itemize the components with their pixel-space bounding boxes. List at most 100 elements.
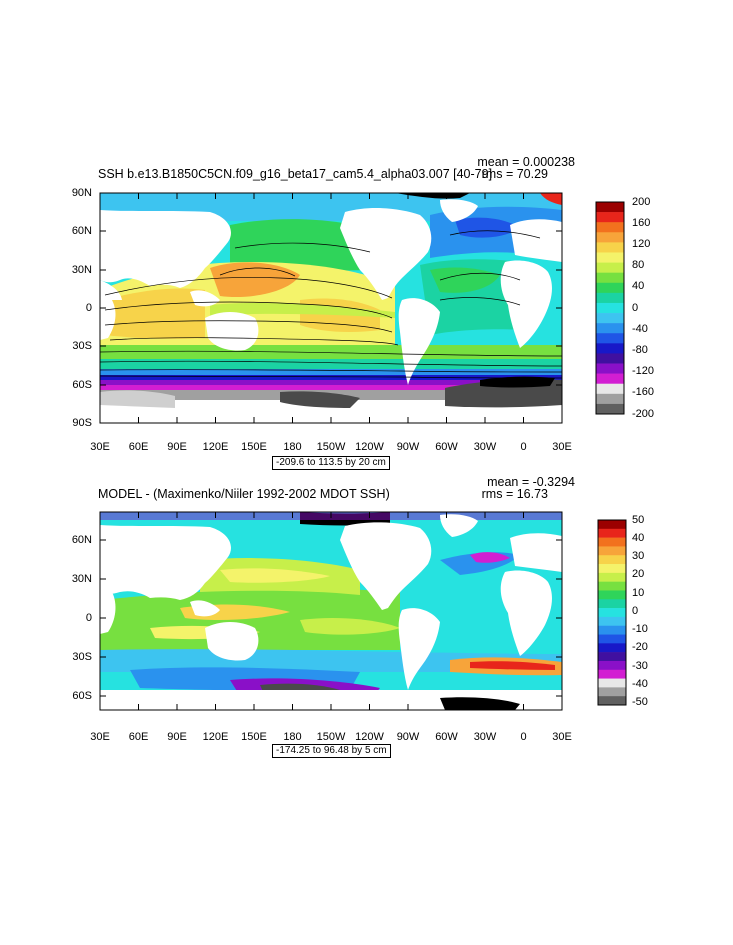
ssh-field bbox=[100, 193, 562, 423]
panel-2-rms: rms = 16.73 bbox=[481, 487, 548, 501]
colorbar-2-label: 0 bbox=[632, 605, 639, 617]
lon-tick: 60E bbox=[128, 441, 149, 453]
colorbar-1-label: 0 bbox=[632, 302, 639, 314]
colorbar-swatch bbox=[596, 292, 624, 304]
colorbar-swatch bbox=[598, 660, 626, 671]
colorbar-swatch bbox=[598, 590, 626, 600]
colorbar-swatch bbox=[596, 373, 624, 385]
lon-tick: 120W bbox=[355, 441, 384, 453]
lon-tick: 120W bbox=[355, 731, 384, 743]
colorbar-frame bbox=[595, 201, 625, 415]
colorbar-2-label: 10 bbox=[632, 587, 645, 599]
lat-tick: 90N bbox=[71, 187, 92, 199]
colorbar-swatch bbox=[596, 403, 624, 415]
lon-tick: 90E bbox=[167, 731, 187, 743]
colorbar-1-label: -120 bbox=[632, 365, 655, 377]
lon-tick: 180 bbox=[283, 441, 302, 453]
lon-tick: 60E bbox=[128, 731, 149, 743]
lon-tick: 90W bbox=[396, 731, 420, 743]
lat-tick: 60S bbox=[72, 690, 92, 702]
colorbar-2 bbox=[597, 519, 627, 706]
panel-1-contour-range: -209.6 to 113.5 by 20 cm bbox=[272, 456, 390, 470]
colorbar-2-label: -10 bbox=[632, 623, 648, 635]
lon-tick: 120E bbox=[202, 731, 229, 743]
lat-tick: 60N bbox=[71, 225, 92, 237]
colorbar-swatch bbox=[596, 363, 624, 374]
colorbar-swatch bbox=[596, 323, 624, 334]
colorbar-swatch bbox=[598, 625, 626, 635]
colorbar-swatch bbox=[596, 202, 624, 213]
panel-1-title: SSH b.e13.B1850C5CN.f09_g16_beta17_cam5.… bbox=[98, 167, 493, 181]
colorbar-swatch bbox=[596, 353, 624, 364]
colorbar-1 bbox=[595, 201, 625, 415]
colorbar-1-label: 160 bbox=[632, 217, 651, 229]
colorbar-2-label: -50 bbox=[632, 696, 648, 708]
colorbar-swatch bbox=[596, 393, 624, 405]
colorbar-swatch bbox=[598, 616, 626, 627]
colorbar-2-label: -40 bbox=[632, 678, 648, 690]
colorbar-1-label: -40 bbox=[632, 323, 648, 335]
lon-tick: 30W bbox=[473, 731, 497, 743]
lon-tick: 150W bbox=[316, 441, 346, 453]
colorbar-1-label: -80 bbox=[632, 344, 648, 356]
colorbar-2-label: 20 bbox=[632, 568, 645, 580]
lon-tick: 30E bbox=[552, 731, 572, 743]
colorbar-swatch bbox=[598, 687, 626, 697]
colorbar-swatch bbox=[596, 222, 624, 233]
lat-tick: 90S bbox=[72, 417, 92, 429]
lon-tick: 30E bbox=[552, 441, 572, 453]
lon-tick: 60W bbox=[435, 731, 458, 743]
lat-tick: 30S bbox=[72, 340, 92, 352]
colorbar-swatch bbox=[596, 252, 624, 263]
lat-tick: 0 bbox=[85, 612, 92, 624]
colorbar-swatch bbox=[596, 212, 624, 223]
colorbar-frame bbox=[597, 519, 627, 706]
lon-tick: 150W bbox=[316, 731, 346, 743]
panel-1-mean: mean = 0.000238 bbox=[477, 155, 575, 169]
colorbar-2-label: -20 bbox=[632, 641, 648, 653]
colorbar-1-label: 40 bbox=[632, 280, 645, 292]
colorbar-swatch bbox=[596, 383, 624, 395]
colorbar-2-label: -30 bbox=[632, 660, 648, 672]
colorbar-swatch bbox=[598, 546, 626, 556]
lon-tick: 0 bbox=[520, 731, 527, 743]
lon-tick: 60W bbox=[435, 441, 458, 453]
colorbar-1-label: 200 bbox=[632, 196, 651, 208]
colorbar-swatch bbox=[598, 634, 626, 644]
colorbar-swatch bbox=[598, 555, 626, 565]
colorbar-swatch bbox=[598, 643, 626, 653]
colorbar-swatch bbox=[596, 333, 624, 344]
colorbar-swatch bbox=[596, 282, 624, 294]
lon-tick: 150E bbox=[241, 731, 267, 743]
lat-tick: 30N bbox=[71, 264, 92, 276]
panel-2-contour-range: -174.25 to 96.48 by 5 cm bbox=[272, 744, 391, 758]
lat-tick: 60N bbox=[71, 534, 92, 546]
lon-tick: 90W bbox=[396, 441, 420, 453]
colorbar-swatch bbox=[596, 272, 624, 284]
colorbar-swatch bbox=[598, 608, 626, 618]
lon-tick: 30E bbox=[90, 441, 110, 453]
colorbar-swatch bbox=[598, 652, 626, 662]
colorbar-swatch bbox=[596, 302, 624, 314]
colorbar-1-label: -160 bbox=[632, 386, 655, 398]
panel-2-title: MODEL - (Maximenko/Niiler 1992-2002 MDOT… bbox=[98, 487, 390, 501]
colorbar-2-label: 30 bbox=[632, 550, 645, 562]
colorbar-swatch bbox=[596, 313, 624, 324]
lon-tick: 30E bbox=[90, 731, 110, 743]
colorbar-1-label: 80 bbox=[632, 259, 645, 271]
lon-tick: 30W bbox=[473, 441, 497, 453]
colorbar-swatch bbox=[598, 678, 626, 688]
colorbar-1-label: -200 bbox=[632, 408, 655, 420]
lon-tick: 90E bbox=[167, 441, 187, 453]
lon-tick: 0 bbox=[520, 441, 527, 453]
colorbar-swatch bbox=[598, 669, 626, 679]
colorbar-swatch bbox=[598, 696, 626, 706]
colorbar-swatch bbox=[598, 572, 626, 582]
colorbar-1-label: 120 bbox=[632, 238, 651, 250]
lat-tick: 30S bbox=[72, 651, 92, 663]
colorbar-swatch bbox=[598, 537, 626, 547]
lat-tick: 60S bbox=[72, 379, 92, 391]
panel-2-mean: mean = -0.3294 bbox=[487, 475, 575, 489]
colorbar-swatch bbox=[596, 232, 624, 243]
